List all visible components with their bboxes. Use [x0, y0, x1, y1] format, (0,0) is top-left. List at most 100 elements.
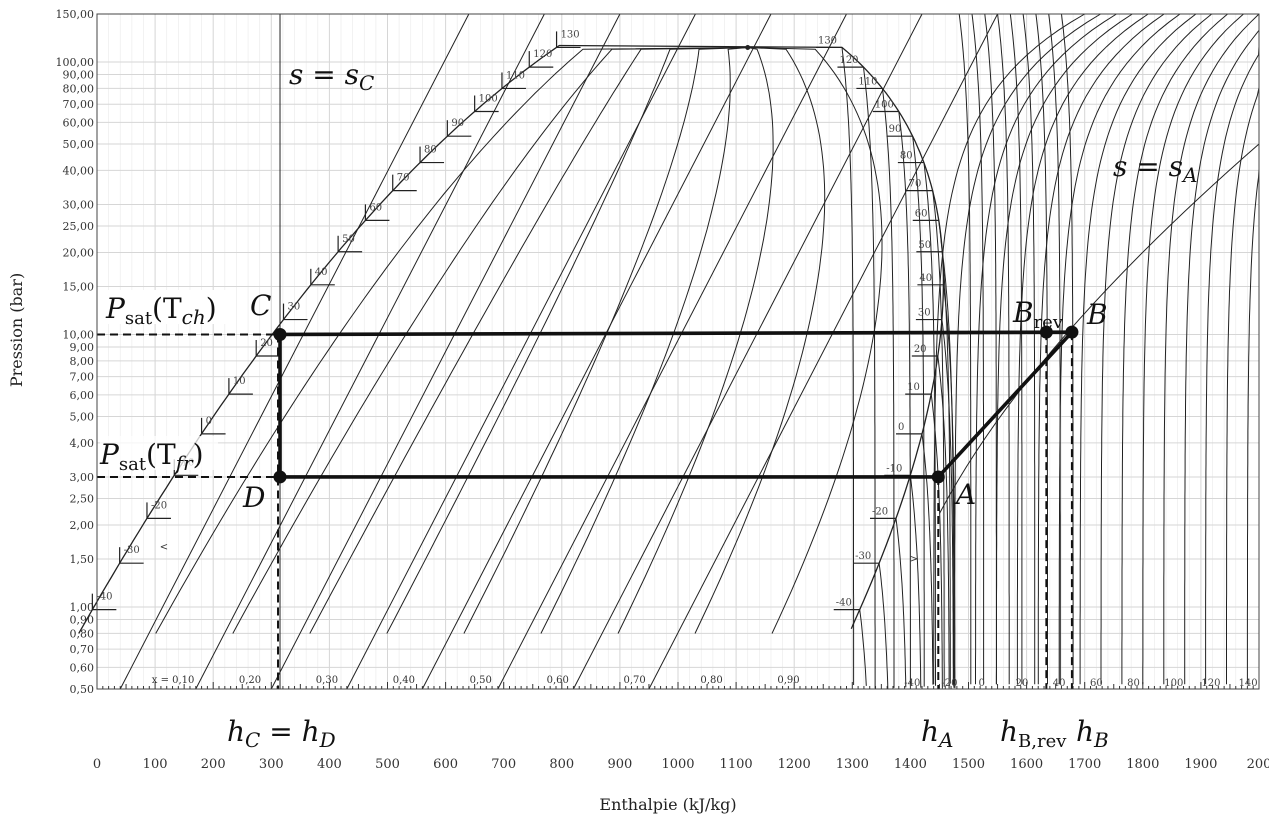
x-tick-label: 600: [433, 757, 458, 772]
liquid-temp-label: 10: [233, 376, 246, 387]
isotherm: [863, 67, 876, 689]
saturation-dome: [78, 44, 945, 634]
y-tick-label: 40,00: [63, 164, 95, 177]
isotherm: [941, 251, 955, 688]
superheat-temp-label: 20: [1016, 678, 1029, 689]
x-tick-label: 1800: [1126, 757, 1159, 772]
y-tick-label: 70,00: [63, 98, 95, 111]
quality-label: 0,20: [239, 675, 261, 686]
quality-line: [155, 47, 748, 634]
liquid-temp-label: 30: [288, 302, 301, 313]
isotherm-superheat: [1121, 13, 1228, 685]
y-tick-label: 4,00: [70, 437, 95, 450]
isotherm-superheat: [933, 13, 1085, 685]
vapour-temp-label: 30: [918, 308, 931, 319]
x-tick-label: 0: [93, 757, 101, 772]
vapour-temp-label: 100: [875, 99, 894, 110]
isotherm: [971, 13, 985, 685]
x-tick-label: 1200: [778, 757, 811, 772]
isotherm-superheat: [975, 13, 1117, 685]
annotation-s-a: s = sA: [1113, 150, 1197, 187]
y-axis-title: Pression (bar): [7, 273, 26, 387]
point-label-c: C: [250, 289, 271, 322]
isotherm: [859, 609, 867, 686]
cycle-point-c: [273, 327, 287, 341]
isentrope-liquid: [421, 13, 772, 690]
liquid-temp-label: 40: [315, 267, 328, 278]
vapour-temp-label: 130: [818, 35, 837, 46]
y-tick-label: 80,00: [63, 82, 95, 95]
x-tick-label: 1700: [1068, 757, 1101, 772]
y-tick-label: 0,90: [70, 613, 95, 626]
y-tick-label: 5,00: [70, 411, 95, 424]
isotherm: [898, 111, 911, 684]
y-tick-label: 0,60: [70, 661, 95, 674]
y-tick-label: 60,00: [63, 116, 95, 129]
svg-text:Psat(Tch): Psat(Tch): [105, 292, 217, 329]
x-axis-title: Enthalpie (kJ/kg): [599, 795, 736, 814]
isotherm: [984, 13, 997, 685]
y-tick-label: 7,00: [70, 371, 95, 384]
quality-label: 0,60: [547, 675, 569, 686]
isotherm-superheat: [1246, 14, 1260, 685]
y-tick-label: 6,00: [70, 389, 95, 402]
isotherm-superheat: [1184, 14, 1260, 685]
x-tick-label: 200: [1247, 757, 1269, 772]
annotation-p-sat-fr: Psat(Tfr): [99, 436, 218, 475]
quality-line: [617, 47, 774, 634]
y-tick-label: 9,00: [70, 341, 95, 354]
y-tick-label: 1,00: [70, 601, 95, 614]
label-h-b: hB: [1076, 715, 1109, 752]
point-label-a: A: [953, 478, 976, 511]
y-tick-label: 0,50: [70, 683, 95, 696]
quality-line: [386, 47, 748, 634]
x-tick-label: 1500: [952, 757, 985, 772]
isentrope-liquid: [497, 13, 847, 690]
y-tick-label: 100,00: [56, 56, 95, 69]
y-tick-label: 0,70: [70, 643, 95, 656]
vapour-temp-label: -20: [872, 506, 888, 517]
quality-line: [694, 47, 826, 634]
vapour-temp-label: -40: [836, 598, 852, 609]
y-tick-label: 10,00: [63, 328, 95, 341]
label-h-c-h-d: hC = hD: [227, 715, 336, 752]
superheat-temp-label: 120: [1201, 678, 1220, 689]
superheat-temp-label: 40: [1053, 678, 1066, 689]
isotherm-superheat: [1016, 13, 1149, 685]
quality-label: 0,50: [470, 675, 492, 686]
vapour-temp-label: 0: [898, 422, 904, 433]
x-tick-labels: 0 100 200 300 400 500 600 700 800 900 1000 1100 1200…: [93, 757, 1269, 772]
isotherm-superheat: [1037, 13, 1165, 685]
quality-label: 0,30: [316, 675, 338, 686]
label-h-a: hA: [921, 715, 954, 752]
vapour-temp-label: 50: [918, 240, 931, 251]
isotherm: [895, 518, 907, 688]
isotherm-superheat: [1163, 13, 1260, 685]
vapour-side-marker: >: [910, 554, 918, 565]
isotherm: [909, 475, 922, 688]
superheat-temp-label: 80: [1127, 678, 1140, 689]
grid: [96, 13, 1260, 690]
quality-label: 0,90: [777, 675, 799, 686]
isotherm: [881, 88, 895, 688]
quality-line: [747, 47, 883, 634]
y-tick-label: 150,00: [56, 8, 95, 21]
isotherm-superheat: [1226, 14, 1260, 685]
liquid-temp-label: 110: [506, 70, 525, 81]
liquid-temp-label: -20: [151, 500, 167, 511]
y-tick-label: 50,00: [63, 138, 95, 151]
refrigeration-cycle: [97, 325, 1079, 689]
svg-text:Psat(Tfr): Psat(Tfr): [99, 438, 204, 475]
superheat-temp-label: 60: [1090, 678, 1103, 689]
isotherm-superheat: [1100, 13, 1213, 685]
isotherm: [930, 394, 943, 689]
quality-line: [463, 47, 748, 634]
isotherm: [1048, 13, 1061, 685]
superheat-temp-label: -40: [904, 678, 920, 689]
y-tick-label: 3,00: [70, 471, 95, 484]
liquid-temp-label: -30: [124, 545, 140, 556]
y-tick-label: 1,50: [70, 553, 95, 566]
liquid-temp-label: 130: [561, 29, 580, 40]
isotherm: [912, 136, 925, 687]
isentrope-liquid: [572, 13, 923, 690]
